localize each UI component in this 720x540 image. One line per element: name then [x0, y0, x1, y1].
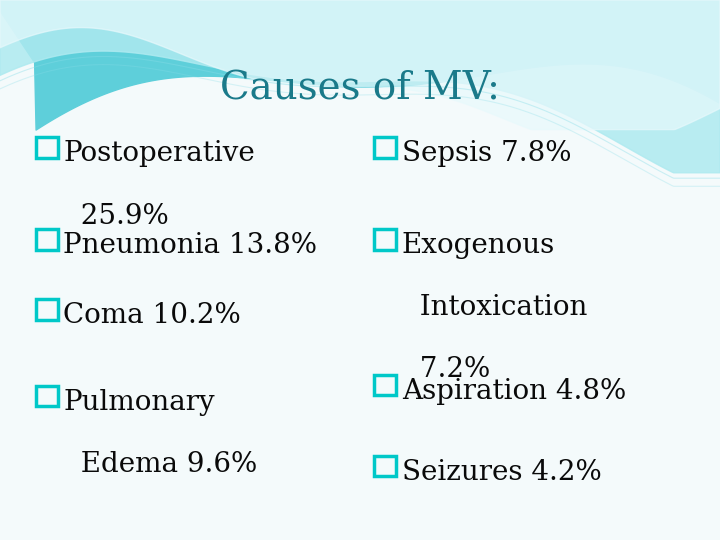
Bar [36, 137, 58, 158]
Text: 7.2%: 7.2% [402, 356, 490, 383]
Bar [36, 299, 58, 320]
Text: Sepsis 7.8%: Sepsis 7.8% [402, 140, 571, 167]
Text: Postoperative: Postoperative [63, 140, 255, 167]
Bar [374, 229, 396, 249]
Text: Pneumonia 13.8%: Pneumonia 13.8% [63, 232, 318, 259]
Text: Intoxication: Intoxication [402, 294, 587, 321]
Text: Edema 9.6%: Edema 9.6% [63, 451, 258, 478]
Bar [374, 137, 396, 158]
Text: Aspiration 4.8%: Aspiration 4.8% [402, 378, 626, 405]
Text: Seizures 4.2%: Seizures 4.2% [402, 459, 601, 486]
Bar [374, 456, 396, 476]
Text: 25.9%: 25.9% [63, 202, 169, 230]
Bar [374, 375, 396, 395]
Bar [36, 229, 58, 249]
Text: Pulmonary: Pulmonary [63, 389, 215, 416]
Text: Exogenous: Exogenous [402, 232, 555, 259]
Text: Causes of MV:: Causes of MV: [220, 71, 500, 107]
Bar [36, 386, 58, 406]
Text: Coma 10.2%: Coma 10.2% [63, 302, 241, 329]
